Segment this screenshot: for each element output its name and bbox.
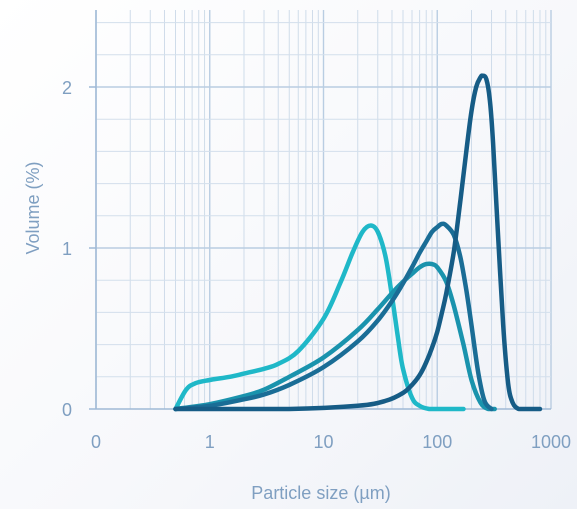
axes <box>89 10 551 410</box>
series-line-2 <box>173 261 497 412</box>
tick-labels: 0 1 10 100 1000 0 1 2 <box>62 78 571 452</box>
x-axis-title: Particle size (µm) <box>251 483 390 503</box>
y-axis-title: Volume (%) <box>23 161 43 254</box>
y-tick-label: 1 <box>62 239 72 259</box>
series-lines <box>173 73 543 412</box>
x-tick-label: 10 <box>313 432 333 452</box>
series-line-3 <box>173 221 494 412</box>
series-line-4 <box>173 73 543 412</box>
x-tick-label: 1 <box>205 432 215 452</box>
grid <box>95 10 552 409</box>
x-tick-label: 0 <box>91 432 101 452</box>
y-tick-label: 0 <box>62 400 72 420</box>
y-tick-label: 2 <box>62 78 72 98</box>
x-tick-label: 100 <box>422 432 452 452</box>
x-tick-label: 1000 <box>531 432 571 452</box>
series-line-1 <box>173 223 466 412</box>
